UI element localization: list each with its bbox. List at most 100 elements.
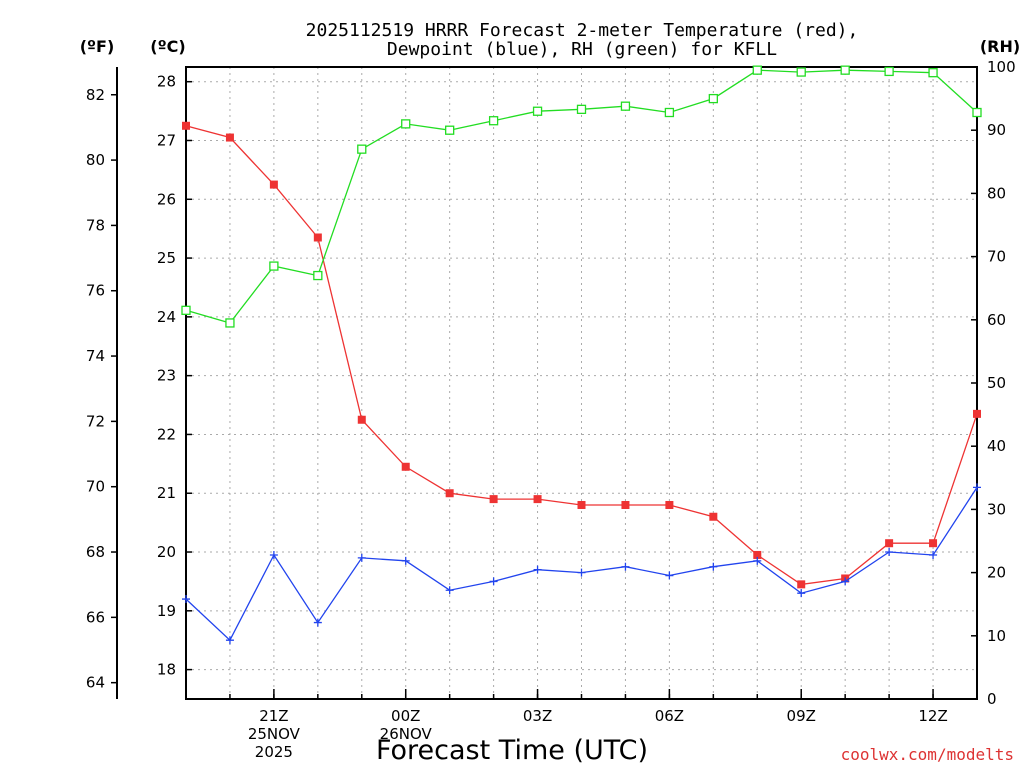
rh-point <box>664 107 675 118</box>
rh-point <box>796 67 806 77</box>
x-tick-label: 26NOV <box>380 725 433 743</box>
rh-tick-label: 80 <box>987 184 1006 202</box>
x-tick-label: 09Z <box>787 707 816 725</box>
f-tick-label: 80 <box>86 151 105 169</box>
x-tick-label: 06Z <box>655 707 684 725</box>
rh-tick-label: 30 <box>987 500 1006 518</box>
temperature-point <box>753 550 762 559</box>
temperature-point <box>885 539 894 548</box>
celsius-axis: 18 19 20 21 22 23 24 25 26 27 28 <box>157 73 192 679</box>
rh-point <box>928 68 938 78</box>
rh-point <box>620 101 631 111</box>
dewpoint-point <box>401 556 410 565</box>
c-tick-label: 20 <box>157 543 176 561</box>
x-axis-title: Forecast Time (UTC) <box>376 735 648 766</box>
rh-tick-label: 20 <box>987 564 1006 582</box>
title-line-1: 2025112519 HRRR Forecast 2-meter Tempera… <box>306 20 859 41</box>
rh-point <box>401 119 411 129</box>
rh-tick-label: 50 <box>987 374 1006 392</box>
rh-tick-label: 10 <box>987 627 1006 645</box>
dewpoint-point <box>797 589 806 598</box>
temperature-point <box>797 580 806 589</box>
dewpoint-point <box>489 577 498 586</box>
dewpoint-point <box>929 550 938 559</box>
rh-point <box>972 107 982 118</box>
f-tick-label: 72 <box>86 412 105 430</box>
series-layer <box>181 65 982 645</box>
temperature-point <box>182 121 190 130</box>
dewpoint-point <box>225 636 234 645</box>
rh-point <box>269 261 279 271</box>
c-tick-label: 22 <box>157 425 176 443</box>
rh-point <box>752 65 762 75</box>
c-tick-label: 21 <box>157 484 176 502</box>
rh-tick-label: 0 <box>987 690 997 708</box>
chart-title: 2025112519 HRRR Forecast 2-meter Tempera… <box>306 20 859 60</box>
temperature-point <box>225 133 234 142</box>
unit-label-c: (ºC) <box>150 37 185 56</box>
dewpoint-point <box>753 556 762 565</box>
f-tick-label: 70 <box>86 478 105 496</box>
temperature-point <box>929 539 938 548</box>
x-tick-label: 21Z <box>259 707 288 725</box>
f-tick-label: 64 <box>86 674 105 692</box>
dewpoint-point <box>885 548 894 557</box>
dewpoint-point <box>709 562 718 571</box>
grid <box>185 67 978 699</box>
rh-point <box>445 125 455 135</box>
temperature-point <box>489 495 498 504</box>
temperature-point <box>665 500 674 509</box>
rh-tick-label: 100 <box>987 58 1016 76</box>
temperature-point <box>973 409 981 418</box>
dewpoint-line <box>185 487 978 642</box>
rh-point <box>708 93 718 104</box>
f-tick-label: 74 <box>86 347 105 365</box>
dewpoint-point <box>577 568 586 577</box>
x-tick-label: 25NOV <box>248 725 301 743</box>
temperature-point <box>709 512 718 521</box>
dewpoint-point <box>621 562 630 571</box>
f-tick-label: 66 <box>86 608 105 626</box>
dewpoint-point <box>445 586 454 595</box>
dewpoint-point <box>357 553 366 562</box>
c-tick-label: 25 <box>157 249 176 267</box>
c-tick-label: 28 <box>157 73 176 91</box>
f-tick-label: 82 <box>86 86 105 104</box>
unit-label-f: (ºF) <box>80 37 115 56</box>
rh-point <box>840 65 850 75</box>
rh-point <box>357 144 367 154</box>
rh-point <box>181 305 191 315</box>
rh-axis: 0 10 20 30 40 50 60 70 80 90 100 <box>971 58 1016 708</box>
temperature-point <box>577 500 586 509</box>
plot-frame <box>185 66 978 700</box>
temperature-point <box>621 500 630 509</box>
rh-point <box>313 270 323 281</box>
rh-series <box>181 65 982 328</box>
x-tick-label: 12Z <box>918 707 947 725</box>
dewpoint-series <box>182 483 981 645</box>
dewpoint-point <box>665 571 674 580</box>
temperature-point <box>533 495 542 504</box>
f-tick-label: 76 <box>86 282 105 300</box>
temperature-point <box>401 462 410 471</box>
watermark: coolwx.com/modelts <box>841 745 1014 764</box>
rh-tick-label: 70 <box>987 248 1006 266</box>
x-tick-label: 2025 <box>255 743 293 761</box>
temperature-point <box>357 415 366 424</box>
dewpoint-point <box>973 483 981 492</box>
temperature-point <box>445 489 454 498</box>
rh-point <box>488 116 499 126</box>
rh-point <box>532 106 543 116</box>
f-tick-label: 78 <box>86 216 105 234</box>
temperature-point <box>269 180 278 189</box>
dewpoint-point <box>269 550 278 559</box>
title-line-2: Dewpoint (blue), RH (green) for KFLL <box>387 39 777 60</box>
c-tick-label: 19 <box>157 602 176 620</box>
unit-label-rh: (RH) <box>980 37 1020 56</box>
c-tick-label: 26 <box>157 190 176 208</box>
x-tick-label: 00Z <box>391 707 420 725</box>
rh-point <box>225 318 235 328</box>
c-tick-label: 23 <box>157 367 176 385</box>
